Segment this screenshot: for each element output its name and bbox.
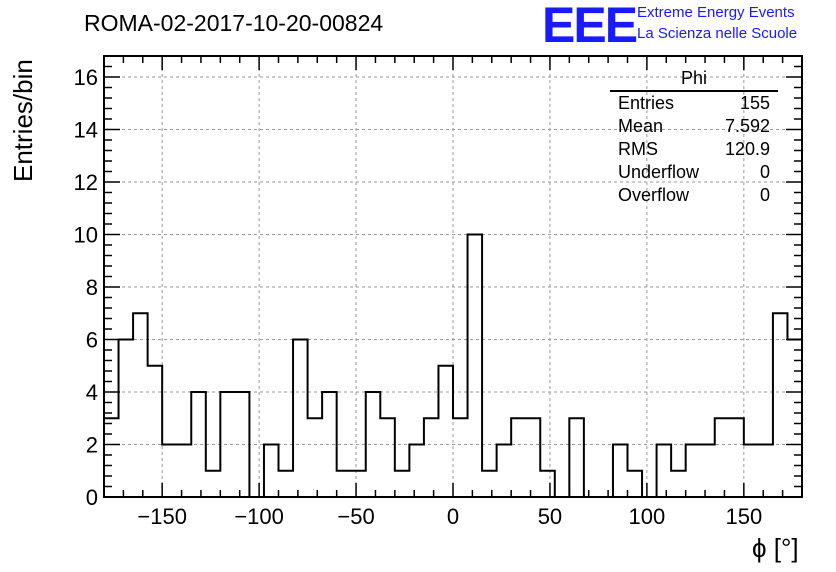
- stats-box: Phi Entries 155 Mean 7.592 RMS 120.9 Und…: [610, 68, 778, 207]
- run-title: ROMA-02-2017-10-20-00824: [84, 10, 384, 36]
- axes: −150 −100 −50 0 50 100 150 0 2 4 6 8 10 12 14 16: [74, 55, 803, 529]
- x-tick-label: −150: [137, 504, 187, 529]
- histogram-outline: [103, 233, 802, 498]
- stats-value: 0: [759, 185, 770, 205]
- y-tick-label: 12: [74, 170, 98, 195]
- stats-row-mean: Mean 7.592: [610, 115, 778, 138]
- x-tick-label: 50: [538, 504, 562, 529]
- histogram-bars: [103, 233, 802, 498]
- stats-value: 120.9: [724, 139, 770, 159]
- x-tick-label: 150: [725, 504, 762, 529]
- stats-label: RMS: [618, 139, 658, 159]
- stats-title: Phi: [610, 68, 778, 92]
- x-tick-label: −50: [337, 504, 374, 529]
- stats-label: Entries: [618, 93, 675, 113]
- stats-label: Mean: [618, 116, 664, 136]
- x-tick-label: 100: [629, 504, 666, 529]
- stats-row-rms: RMS 120.9: [610, 138, 778, 161]
- x-tick-label: 0: [447, 504, 459, 529]
- y-tick-label: 6: [86, 328, 98, 353]
- stats-value: 0: [759, 162, 770, 182]
- logo-subtitle-line1: Extreme Energy Events: [637, 4, 795, 21]
- stats-row-overflow: Overflow 0: [610, 184, 778, 207]
- y-tick-label: 16: [74, 65, 98, 90]
- stats-label: Overflow: [618, 185, 690, 205]
- y-tick-label: 2: [86, 433, 98, 458]
- y-tick-label: 14: [74, 118, 98, 143]
- stats-row-entries: Entries 155: [610, 92, 778, 115]
- y-tick-label: 10: [74, 223, 98, 248]
- x-tick-label: −100: [234, 504, 284, 529]
- stats-label: Underflow: [618, 162, 700, 182]
- stats-value: 7.592: [724, 116, 770, 136]
- stats-row-underflow: Underflow 0: [610, 161, 778, 184]
- logo-subtitle-line2: La Scienza nelle Scuole: [637, 25, 798, 42]
- stats-value: 155: [739, 93, 770, 113]
- y-tick-label: 0: [86, 485, 98, 510]
- y-tick-label: 4: [86, 380, 98, 405]
- eee-logo: EEE: [542, 0, 638, 53]
- y-axis-label: Entries/bin: [8, 59, 38, 182]
- y-tick-label: 8: [86, 275, 98, 300]
- x-axis-label: ϕ [°]: [752, 533, 799, 563]
